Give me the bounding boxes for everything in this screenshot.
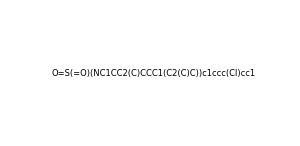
- Text: O=S(=O)(NC1CC2(C)CCC1(C2(C)C))c1ccc(Cl)cc1: O=S(=O)(NC1CC2(C)CCC1(C2(C)C))c1ccc(Cl)c…: [52, 69, 256, 78]
